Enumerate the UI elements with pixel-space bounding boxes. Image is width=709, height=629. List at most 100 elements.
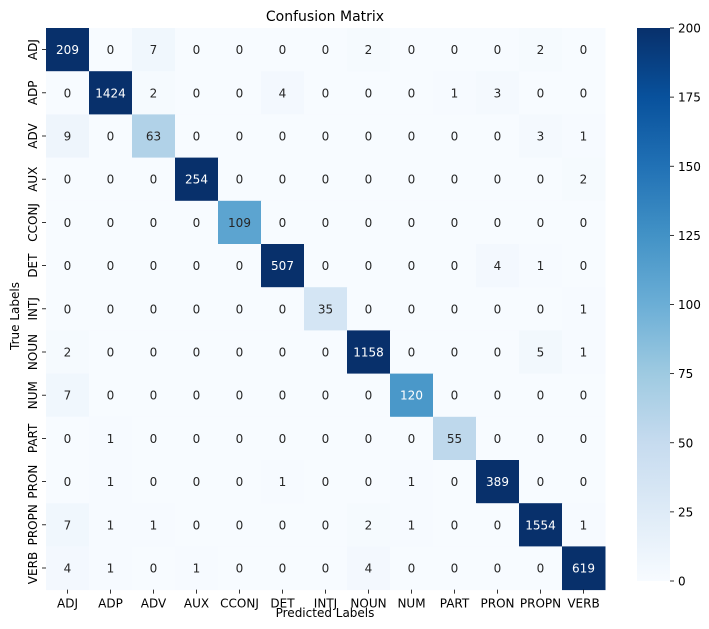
x-tick-label: DET: [270, 597, 295, 611]
cell-value-label: 0: [279, 346, 287, 360]
heatmap-cell: [46, 157, 90, 202]
y-tick-label: INTJ: [26, 297, 40, 320]
heatmap-cell: [46, 416, 90, 461]
cell-value-label: 0: [193, 86, 201, 100]
cell-value-label: 63: [146, 130, 161, 144]
heatmap-cell: [218, 460, 262, 504]
heatmap-cell: [390, 157, 434, 202]
colorbar-tick-label: 75: [678, 367, 693, 381]
cell-value-label: 0: [451, 302, 459, 316]
heatmap-cell: [218, 330, 262, 375]
heatmap-cell: [476, 157, 520, 202]
heatmap-cell: [476, 28, 520, 72]
colorbar-tick-label: 0: [678, 575, 686, 589]
cell-value-label: 0: [150, 346, 158, 360]
cell-value-label: 0: [408, 216, 416, 230]
colorbar-tick-label: 150: [678, 160, 701, 174]
cell-value-label: 0: [537, 432, 545, 446]
x-tick-label: ADJ: [57, 597, 78, 611]
heatmap-cell: [562, 157, 606, 202]
cell-value-label: 0: [64, 216, 72, 230]
y-axis-ticks: ADJ ADP ADV AUX CCONJ DET INTJ NOUN NUM PART PRON P…: [26, 39, 46, 584]
cell-value-label: 0: [236, 86, 244, 100]
cell-value-label: 0: [236, 475, 244, 489]
cell-value-label: 209: [56, 43, 79, 57]
heatmap-cell: [433, 71, 477, 115]
cell-value-label: 0: [580, 389, 588, 403]
cell-value-label: 0: [279, 562, 287, 576]
heatmap-cell: [218, 244, 262, 288]
colorbar-tick-label: 50: [678, 436, 693, 450]
heatmap-cell: [89, 287, 133, 331]
cell-value-label: 0: [365, 432, 373, 446]
x-axis-ticks: ADJ ADP ADV AUX CCONJ DET INTJ NOUN NUM PART PRON P…: [57, 589, 600, 611]
cell-value-label: 0: [580, 86, 588, 100]
cell-value-label: 0: [193, 302, 201, 316]
cell-value-label: 1: [537, 259, 545, 273]
cell-value-label: 0: [322, 562, 330, 576]
cell-value-label: 0: [64, 86, 72, 100]
heatmap-cell: [89, 28, 133, 72]
heatmap-cell: [347, 244, 391, 288]
heatmap-cell: [46, 71, 90, 115]
cell-value-label: 0: [279, 518, 287, 532]
y-tick-label: ADJ: [26, 39, 40, 60]
cell-value-label: 0: [451, 562, 459, 576]
y-tick-label: AUX: [26, 167, 40, 192]
heatmap-cell: [304, 28, 348, 72]
cell-value-label: 0: [193, 43, 201, 57]
cell-value-label: 0: [494, 518, 502, 532]
heatmap-cell: [46, 503, 90, 547]
heatmap-cell: [476, 287, 520, 331]
heatmap-cell: [218, 28, 262, 72]
cell-value-label: 0: [494, 346, 502, 360]
y-tick-label: PART: [26, 423, 40, 453]
cell-value-label: 0: [408, 302, 416, 316]
cell-value-label: 1: [279, 475, 287, 489]
y-tick-label: VERB: [26, 552, 40, 584]
x-tick-label: PROPN: [520, 597, 561, 611]
heatmap-cell: [304, 157, 348, 202]
cell-value-label: 0: [193, 389, 201, 403]
cell-value-label: 0: [322, 173, 330, 187]
cell-value-label: 2: [537, 43, 545, 57]
cell-value-label: 3: [537, 130, 545, 144]
cell-value-label: 0: [107, 216, 115, 230]
x-tick-label: INTJ: [314, 597, 337, 611]
cell-value-label: 0: [537, 562, 545, 576]
heatmap-cell: [347, 114, 391, 159]
cell-value-label: 0: [365, 259, 373, 273]
cell-value-label: 0: [408, 130, 416, 144]
heatmap-cell: [46, 287, 90, 331]
heatmap-cell: [519, 71, 563, 115]
heatmap-cell: [304, 114, 348, 159]
heatmap-cell: [562, 546, 606, 591]
cell-value-label: 0: [107, 130, 115, 144]
cell-value-label: 0: [107, 302, 115, 316]
heatmap-cell: [89, 244, 133, 288]
heatmap-cell: [519, 460, 563, 504]
cell-value-label: 0: [451, 43, 459, 57]
cell-value-label: 0: [150, 302, 158, 316]
cell-value-label: 0: [365, 173, 373, 187]
cell-value-label: 0: [150, 562, 158, 576]
heatmap-cell: [476, 330, 520, 375]
cell-value-label: 0: [365, 475, 373, 489]
heatmap-cell: [175, 503, 219, 547]
heatmap-cell: [46, 460, 90, 504]
cell-value-label: 0: [279, 432, 287, 446]
heatmap-cell: [433, 287, 477, 331]
heatmap-cell: [132, 503, 176, 547]
heatmap-cell: [347, 157, 391, 202]
heatmap-cell: [261, 157, 305, 202]
cell-value-label: 0: [365, 389, 373, 403]
heatmap-cell: [261, 28, 305, 72]
heatmap-cell: [562, 28, 606, 72]
heatmap-cell: [433, 244, 477, 288]
cell-value-label: 4: [64, 562, 72, 576]
heatmap-cell: [390, 114, 434, 159]
heatmap-cell: [562, 114, 606, 159]
heatmap-cell: [132, 157, 176, 202]
cell-value-label: 0: [107, 173, 115, 187]
